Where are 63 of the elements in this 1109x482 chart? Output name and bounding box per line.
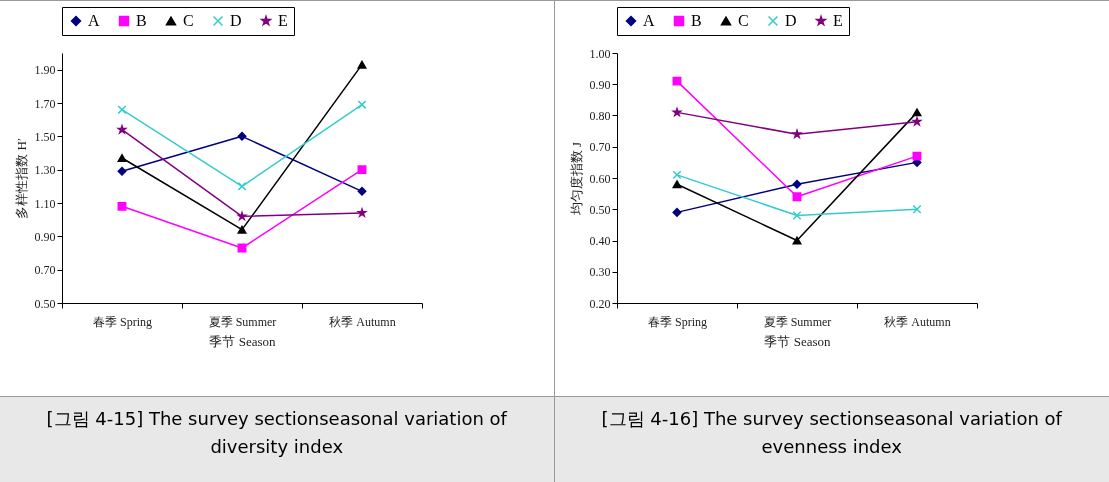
legend-label: E (832, 12, 843, 29)
point (237, 211, 247, 221)
legend-label: A (88, 12, 100, 29)
y-tick-label: 0.30 (589, 265, 610, 280)
legend-label: C (737, 12, 749, 29)
point (792, 179, 801, 189)
y-axis-title: 均匀度指数 J (568, 141, 583, 217)
point (237, 225, 247, 234)
point (912, 151, 921, 161)
x-tick-label: 秋季 Autumn (883, 314, 951, 329)
point (672, 207, 681, 217)
y-tick-label: 1.90 (34, 63, 56, 78)
point (237, 131, 247, 141)
x-tick-label: 秋季 Autumn (329, 314, 396, 329)
point (357, 100, 367, 110)
y-tick-label: 0.80 (589, 109, 610, 123)
x-axis-title: 季节 Season (763, 333, 831, 349)
y-tick-label: 0.40 (589, 234, 610, 248)
y-axis-title: 多样性指数 H′ (13, 138, 29, 219)
legend-label: C (183, 12, 194, 29)
y-tick-label: 1.00 (589, 46, 610, 61)
point (357, 208, 367, 217)
point (357, 186, 367, 196)
legend-label: D (784, 12, 797, 29)
text: [그림 4-15] The survey sectionseasonal variation of diversity index (0, 396, 554, 482)
point (792, 236, 801, 245)
point (672, 76, 681, 86)
legend-label: E (278, 12, 288, 29)
y-tick-label: 1.10 (34, 196, 56, 211)
point (357, 60, 367, 69)
y-tick-label: 1.70 (34, 96, 56, 111)
legend-label: D (230, 12, 242, 29)
legend-label: A (642, 12, 655, 29)
point (792, 192, 801, 202)
x-tick-label: 春季 Spring (647, 314, 707, 329)
y-tick-label: 0.20 (589, 296, 610, 311)
y-tick-label: 0.60 (589, 171, 610, 186)
y-tick-label: 0.90 (589, 77, 610, 92)
point (912, 108, 921, 117)
y-tick-label: 1.30 (34, 163, 56, 178)
x-tick-label: 夏季 Summer (208, 314, 277, 329)
point (117, 166, 127, 176)
y-tick-label: 0.70 (589, 140, 610, 155)
y-tick-label: 0.70 (34, 263, 56, 278)
point (117, 201, 127, 211)
legend-label: B (690, 12, 702, 29)
point (357, 165, 367, 175)
y-tick-label: 0.50 (34, 296, 56, 311)
point (672, 180, 681, 189)
text: [그림 4-16] The survey sectionseasonal variation of evenness index (554, 396, 1109, 482)
legend-label: B (136, 12, 147, 29)
point (117, 154, 127, 162)
y-tick-label: 0.90 (34, 229, 56, 244)
point (672, 170, 681, 180)
point (792, 211, 801, 220)
point (117, 105, 127, 115)
y-tick-label: 1.50 (34, 129, 56, 144)
y-tick-label: 0.50 (589, 202, 610, 217)
x-tick-label: 夏季 Summer (763, 314, 831, 329)
point (912, 204, 921, 214)
x-tick-label: 春季 Spring (92, 314, 153, 329)
x-axis-title: 季节 Season (209, 333, 277, 349)
point (237, 181, 247, 191)
